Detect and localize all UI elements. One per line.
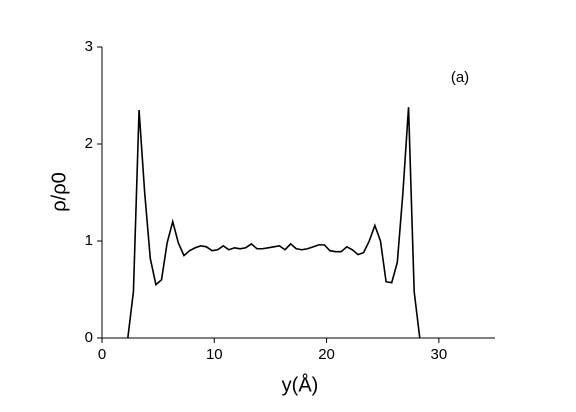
data-line	[127, 107, 421, 339]
y-axis-label: ρ/ρ0	[48, 172, 70, 211]
x-tick-label: 10	[206, 346, 223, 363]
x-tick-label: 0	[98, 346, 106, 363]
y-tick-label: 2	[85, 135, 93, 152]
y-tick-label: 3	[85, 38, 93, 55]
x-tick-label: 30	[431, 346, 448, 363]
y-tick-label: 1	[85, 232, 93, 249]
annotation: (a)	[451, 69, 469, 86]
x-tick-label: 20	[318, 346, 335, 363]
y-tick-label: 0	[85, 329, 93, 346]
x-axis-label: y(Å)	[282, 373, 319, 396]
